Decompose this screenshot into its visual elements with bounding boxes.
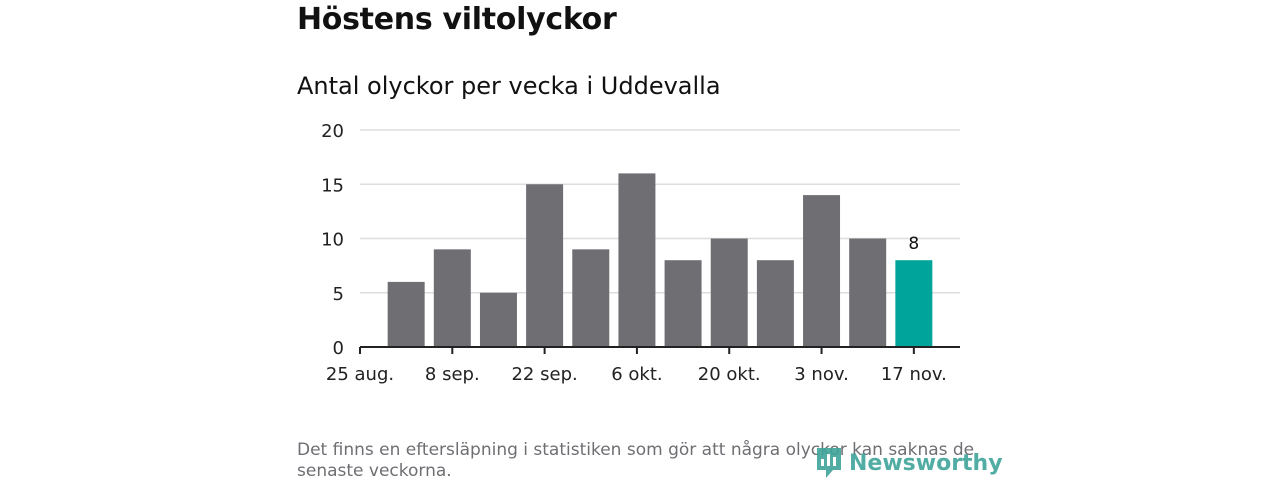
bar bbox=[433, 249, 471, 347]
bar bbox=[387, 281, 425, 347]
y-tick-label: 20 bbox=[321, 121, 344, 142]
x-tick-label: 20 okt. bbox=[698, 364, 761, 385]
bar bbox=[849, 238, 887, 347]
bar bbox=[526, 184, 564, 347]
x-tick-label: 22 sep. bbox=[511, 364, 577, 385]
bar bbox=[618, 173, 656, 347]
bar bbox=[803, 195, 841, 347]
y-tick-label: 0 bbox=[333, 338, 344, 359]
logo-text: Newsworthy bbox=[849, 450, 1003, 476]
bar bbox=[664, 260, 702, 347]
newsworthy-logo: Newsworthy bbox=[815, 446, 1003, 480]
bar-highlight bbox=[895, 260, 933, 347]
bar bbox=[756, 260, 794, 347]
x-tick-label: 3 nov. bbox=[794, 364, 849, 385]
chart-title: Höstens viltolyckor bbox=[297, 2, 617, 37]
x-tick-label: 8 sep. bbox=[425, 364, 480, 385]
x-tick-label: 25 aug. bbox=[326, 364, 394, 385]
chart-subtitle: Antal olyckor per vecka i Uddevalla bbox=[297, 72, 721, 100]
x-tick-label: 6 okt. bbox=[611, 364, 662, 385]
x-tick-label: 17 nov. bbox=[881, 364, 947, 385]
bar-chart: 0 5 10 15 20 8 25 aug. 8 sep. 22 sep. 6 okt. 20 ok… bbox=[321, 121, 960, 385]
y-tick-label: 5 bbox=[333, 284, 344, 305]
bar bbox=[710, 238, 748, 347]
y-tick-label: 10 bbox=[321, 230, 344, 251]
bar-value-label: 8 bbox=[908, 234, 919, 254]
bar bbox=[572, 249, 610, 347]
bar bbox=[479, 292, 517, 347]
y-tick-label: 15 bbox=[321, 175, 344, 196]
newsworthy-logo-icon bbox=[817, 448, 841, 478]
footnote: Det finns en eftersläpning i statistiken… bbox=[297, 440, 975, 481]
